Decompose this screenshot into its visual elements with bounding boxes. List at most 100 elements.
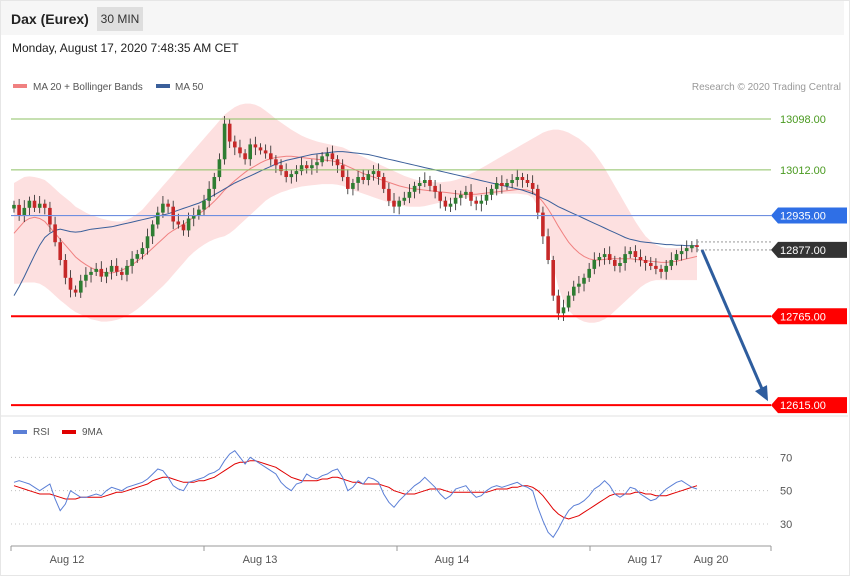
candle-body [453, 197, 458, 204]
candle-body [505, 183, 509, 186]
bollinger-band [14, 103, 697, 323]
candle-body [22, 207, 27, 216]
candle-body [166, 203, 170, 207]
candle-body [525, 180, 530, 183]
candle-body [551, 260, 555, 296]
pivot-label: 12935.00 [780, 211, 826, 223]
candle-body [489, 188, 494, 195]
candle-body [695, 245, 699, 247]
price-plot [12, 103, 699, 323]
candle-body [176, 221, 181, 225]
candle-body [402, 197, 407, 201]
candle-body [330, 153, 335, 160]
candle-body [186, 218, 191, 231]
x-axis: Aug 12 Aug 13 Aug 14 Aug 17 Aug 20 [10, 546, 772, 566]
candle-body [515, 177, 520, 180]
candle-body [530, 183, 535, 189]
candle-body [125, 265, 129, 275]
candle-body [366, 174, 371, 180]
candle-body [150, 224, 155, 237]
candle-body [63, 260, 68, 278]
candle-body [659, 268, 663, 272]
candle-body [325, 153, 330, 157]
rsi-legend-label: RSI [33, 427, 50, 438]
candle-body [443, 200, 448, 207]
rsi-tick-label: 70 [780, 452, 792, 464]
candle-body [79, 280, 83, 293]
ma20-legend-label: MA 20 + Bollinger Bands [33, 82, 143, 93]
candle-body [474, 200, 478, 204]
candle-body [58, 242, 62, 260]
candle-body [27, 200, 32, 208]
candle-body [248, 144, 252, 160]
candle-body [197, 209, 201, 216]
candle-body [299, 165, 304, 172]
candle-body [53, 224, 57, 243]
candle-body [12, 204, 16, 209]
candle-body [243, 153, 247, 160]
credit-label: Research © 2020 Trading Central [692, 82, 841, 93]
candle-body [202, 200, 206, 210]
candle-body [613, 260, 617, 266]
candle-body [592, 260, 597, 269]
candle-body [407, 191, 412, 198]
candle-body [376, 171, 381, 177]
resistance-label: 13098.00 [780, 114, 826, 126]
candle-body [602, 254, 607, 258]
candle-body [479, 200, 484, 204]
rsi-ma9-line [13, 460, 698, 520]
candle-body [654, 265, 658, 269]
candle-body [541, 212, 545, 237]
support-badge [771, 397, 847, 414]
candle-body [233, 141, 237, 148]
candle-body [582, 277, 586, 284]
candle-body [99, 268, 104, 277]
candle-body [577, 283, 581, 287]
candle-body [417, 183, 422, 186]
candle-body [212, 177, 217, 189]
x-tick-label: Aug 17 [628, 554, 663, 566]
x-tick-label: Aug 13 [243, 554, 278, 566]
x-tick-label: Aug 20 [694, 554, 729, 566]
candle-body [572, 286, 576, 296]
support-label: 12765.00 [780, 311, 826, 323]
candle-body [438, 191, 442, 201]
candle-body [679, 251, 684, 255]
timeframe-button[interactable]: 30 MIN [97, 7, 143, 31]
rsi-tick-label: 50 [780, 486, 792, 498]
candle-body [94, 268, 98, 272]
candle-body [397, 200, 401, 207]
ma50-line [13, 151, 697, 296]
candle-body [469, 191, 473, 201]
candle-body [628, 251, 632, 255]
candle-body [114, 265, 119, 272]
forecast-arrow-head [755, 385, 768, 402]
candle-body [587, 268, 591, 278]
candle-body [510, 180, 514, 183]
candle-body [607, 254, 612, 260]
candle-body [104, 271, 109, 277]
candle-body [253, 144, 258, 148]
candle-body [433, 185, 437, 192]
candle-body [643, 260, 648, 263]
x-tick-label: Aug 12 [50, 554, 85, 566]
support-badge [771, 308, 847, 325]
rsi-line [13, 450, 698, 539]
candle-body [207, 188, 211, 201]
candle-body [669, 260, 674, 266]
candle-body [289, 174, 294, 178]
candle-body [109, 265, 114, 272]
candle-body [191, 215, 196, 219]
candle-body [392, 200, 396, 207]
candle-body [638, 257, 643, 260]
candle-body [304, 165, 309, 169]
candle-body [500, 183, 504, 186]
instrument-title: Dax (Eurex) [11, 11, 89, 27]
candle-body [17, 204, 21, 216]
chart-header: Dax (Eurex) 30 MIN [1, 1, 844, 35]
candle-body [84, 274, 88, 281]
candle-body [346, 177, 350, 189]
candle-body [340, 165, 345, 178]
candle-body [284, 171, 288, 177]
ma9-legend-swatch [62, 430, 76, 434]
